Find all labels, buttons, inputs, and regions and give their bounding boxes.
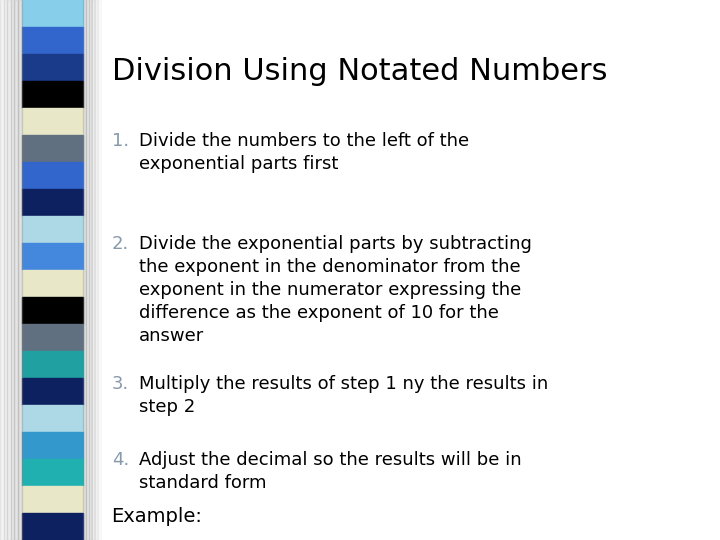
Text: 4.: 4. (112, 451, 129, 469)
Bar (22, 162, 83, 189)
Bar (22, 270, 83, 297)
Text: 1.: 1. (112, 132, 129, 150)
Text: Division Using Notated Numbers: Division Using Notated Numbers (112, 57, 607, 86)
Bar (22, 486, 83, 513)
Bar (89, 0, 92, 540)
Bar (22, 0, 83, 27)
Bar (22, 108, 83, 135)
Bar (22, 216, 83, 243)
Bar (22, 81, 83, 108)
Bar (91, 0, 95, 540)
Text: Example:: Example: (112, 508, 202, 526)
Bar (7, 0, 11, 540)
Bar (11, 0, 14, 540)
Bar (22, 243, 83, 270)
Text: 3.: 3. (112, 375, 129, 393)
Bar (22, 459, 83, 486)
Text: Divide the numbers to the left of the
exponential parts first: Divide the numbers to the left of the ex… (139, 132, 469, 173)
Bar (94, 0, 98, 540)
Text: Adjust the decimal so the results will be in
standard form: Adjust the decimal so the results will b… (139, 451, 521, 492)
Bar (22, 135, 83, 162)
Bar (22, 324, 83, 351)
Bar (86, 0, 89, 540)
Bar (97, 0, 101, 540)
Bar (18, 0, 22, 540)
Bar (22, 189, 83, 216)
Bar (4, 0, 7, 540)
Text: 2.: 2. (112, 235, 129, 253)
Bar (22, 27, 83, 54)
Text: Divide the exponential parts by subtracting
the exponent in the denominator from: Divide the exponential parts by subtract… (139, 235, 532, 345)
Bar (14, 0, 18, 540)
Bar (22, 297, 83, 324)
Bar (22, 54, 83, 81)
Bar (83, 0, 86, 540)
Bar (22, 513, 83, 540)
Bar (22, 405, 83, 432)
Bar (22, 378, 83, 405)
Text: Multiply the results of step 1 ny the results in
step 2: Multiply the results of step 1 ny the re… (139, 375, 548, 416)
Bar (22, 351, 83, 378)
Bar (0, 0, 4, 540)
Bar (22, 432, 83, 459)
